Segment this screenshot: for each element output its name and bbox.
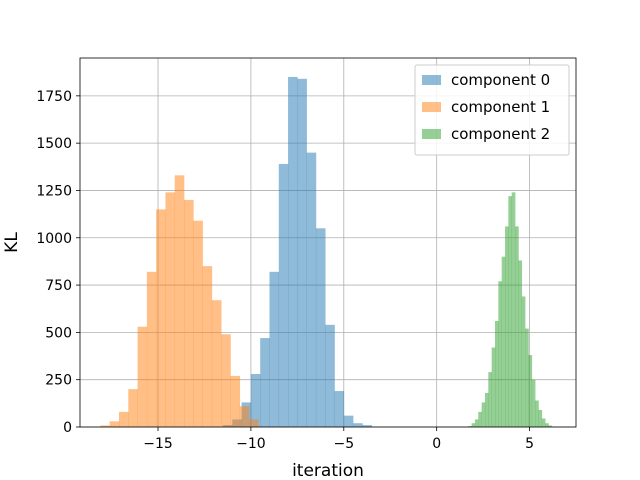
- histogram-bar: [202, 266, 213, 427]
- histogram-bar: [306, 152, 317, 427]
- histogram-bar: [528, 355, 533, 427]
- y-tick-label: 1000: [36, 231, 72, 247]
- series-component-0: [223, 76, 372, 428]
- histogram-bar: [100, 425, 111, 427]
- histogram-bar: [128, 389, 138, 427]
- y-tick-label: 250: [45, 373, 72, 389]
- histogram-bar: [521, 296, 526, 427]
- y-tick-label: 750: [45, 278, 72, 294]
- histogram-bar: [165, 192, 176, 427]
- histogram-bar: [174, 175, 185, 427]
- histogram-bar: [498, 281, 502, 427]
- histogram-bar: [538, 409, 543, 427]
- legend-label: component 2: [451, 125, 550, 143]
- histogram-bar: [491, 347, 496, 427]
- legend-swatch: [422, 75, 441, 85]
- legend-swatch: [422, 129, 441, 139]
- series-component-2: [468, 192, 553, 427]
- x-tick-label: 0: [432, 436, 441, 452]
- histogram-bar: [221, 334, 231, 427]
- histogram-bar: [156, 209, 166, 427]
- histogram-bars: [100, 76, 553, 428]
- plot-frame: [79, 57, 577, 428]
- histogram-bar: [269, 271, 280, 427]
- histogram-bar: [211, 300, 222, 427]
- histogram-bar: [505, 226, 509, 427]
- legend-swatch: [422, 102, 441, 112]
- x-tick-label: −10: [236, 436, 266, 452]
- y-tick-label: 1750: [36, 89, 72, 105]
- histogram-bar: [184, 199, 194, 427]
- x-tick-label: −5: [333, 436, 354, 452]
- histogram-bar: [325, 324, 335, 427]
- histogram-bar: [343, 415, 354, 427]
- histogram-bar: [541, 418, 546, 427]
- histogram-bar: [525, 328, 529, 427]
- x-tick-label: −15: [143, 436, 173, 452]
- histogram-bar: [474, 419, 479, 427]
- histogram-bar: [501, 256, 506, 427]
- y-axis-label: KL: [2, 232, 22, 253]
- histogram-bar: [109, 421, 120, 427]
- y-tick-label: 1500: [36, 136, 72, 152]
- legend-label: component 0: [451, 71, 550, 89]
- histogram-bar: [239, 406, 250, 427]
- histogram-bar: [119, 411, 129, 427]
- histogram-bar: [531, 379, 536, 427]
- y-tick-label: 0: [63, 420, 72, 436]
- histogram-bar: [249, 419, 259, 427]
- histogram-bar: [495, 321, 499, 427]
- legend: component 0 component 1 component 2: [414, 64, 570, 156]
- histogram-bar: [535, 400, 539, 427]
- histogram-bar: [488, 372, 492, 427]
- histogram-bar: [334, 391, 345, 427]
- histogram-bar: [481, 402, 486, 427]
- histogram-bar: [478, 411, 482, 427]
- histogram-bar: [518, 260, 523, 427]
- legend-box: [414, 64, 570, 156]
- histogram-bar: [137, 326, 148, 427]
- histogram-bar: [288, 76, 298, 427]
- y-tick-label: 500: [45, 325, 72, 341]
- histogram-bar: [278, 163, 289, 427]
- histogram-bar: [545, 423, 549, 427]
- histogram-bar: [250, 374, 261, 427]
- histogram-bar: [468, 426, 472, 427]
- histogram-bar: [471, 423, 476, 427]
- histogram-bar: [548, 425, 553, 427]
- legend-label: component 1: [451, 98, 550, 116]
- histogram-bar: [511, 192, 516, 427]
- histogram-bar: [260, 338, 270, 427]
- series-component-1: [100, 175, 259, 427]
- x-axis-label: iteration: [292, 461, 364, 480]
- histogram-bar: [362, 425, 372, 427]
- histogram-bar: [146, 271, 157, 427]
- histogram-bar: [230, 375, 241, 427]
- y-tick-label: 1250: [36, 183, 72, 199]
- histogram-bar: [193, 220, 203, 427]
- histogram-bar: [515, 226, 519, 427]
- axis-ticks: −15 −10 −5 0 5 0 250 500 750 1000 1250 1500 1750: [36, 89, 534, 452]
- histogram-bar: [315, 228, 326, 427]
- histogram-bar: [508, 196, 513, 427]
- histogram-bar: [297, 78, 307, 428]
- x-tick-label: 5: [525, 436, 534, 452]
- histogram-bar: [353, 423, 363, 427]
- histogram-bar: [484, 392, 489, 427]
